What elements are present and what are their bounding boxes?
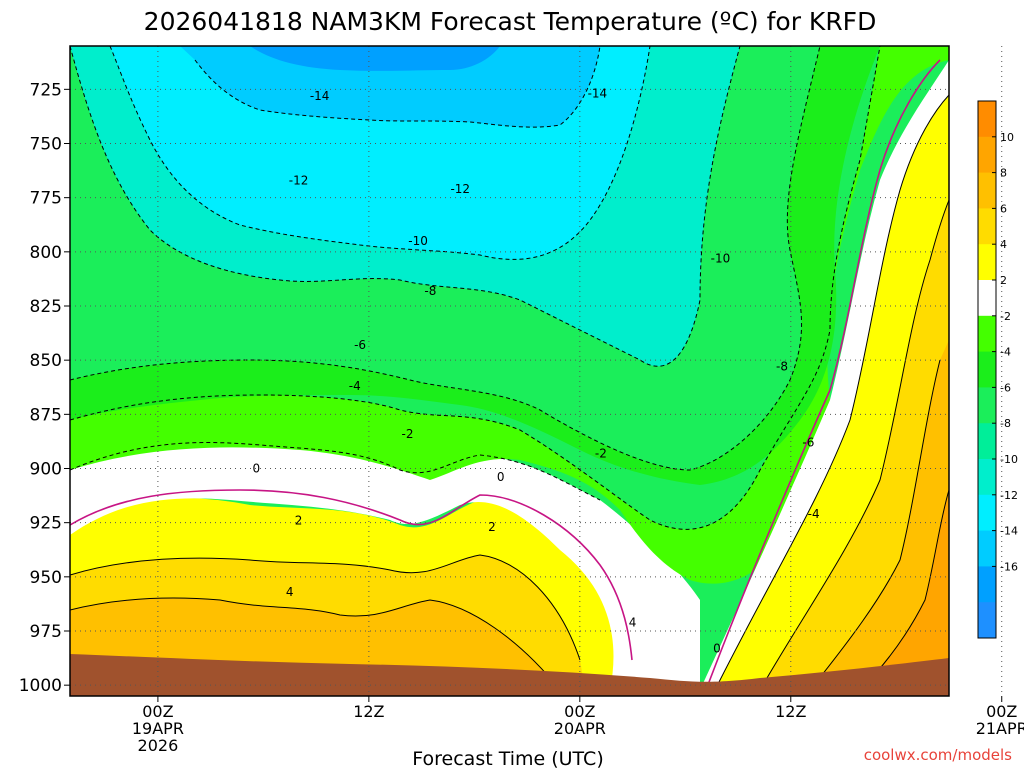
- contour-label: 0: [713, 641, 721, 655]
- x-tick-label: 12Z: [353, 702, 384, 721]
- y-tick-label: 1000: [19, 676, 62, 696]
- x-tick-label: 21APR: [976, 719, 1024, 738]
- y-tick-label: 925: [30, 514, 62, 534]
- contour-label: -12: [289, 173, 309, 187]
- contour-label: 4: [286, 585, 294, 599]
- y-tick-label: 825: [30, 297, 62, 317]
- contour-label: -2: [595, 446, 607, 460]
- y-tick-label: 975: [30, 622, 62, 642]
- contour-label: -8: [776, 360, 788, 374]
- colorbar-label: 8: [1000, 167, 1007, 180]
- colorbar-swatch: [978, 172, 996, 209]
- x-tick-label: 19APR: [132, 719, 184, 738]
- x-axis-label: Forecast Time (UTC): [412, 748, 603, 768]
- colorbar-swatch: [978, 387, 996, 424]
- y-tick-label: 950: [30, 568, 62, 588]
- x-tick-label: 00Z: [986, 702, 1017, 721]
- band-minus14: [180, 46, 600, 128]
- band-near-zero: [70, 442, 700, 690]
- colorbar-swatch: [978, 459, 996, 496]
- colorbar-label: 6: [1000, 202, 1007, 215]
- contour-label: -2: [402, 427, 414, 441]
- colorbar-swatch: [978, 566, 996, 603]
- contour-zero-right: [705, 59, 941, 691]
- colorbar-label: -10: [1000, 453, 1018, 466]
- colorbar-swatch: [978, 530, 996, 567]
- colorbar-label: -12: [1000, 489, 1018, 502]
- chart-title: 2026041818 NAM3KM Forecast Temperature (…: [144, 7, 877, 36]
- band-minus16: [250, 46, 500, 71]
- colorbar-swatch: [978, 494, 996, 532]
- plot-area: [70, 46, 949, 696]
- colorbar-swatch: [978, 315, 996, 353]
- contour-labels: -14 -14 -12 -12 -10 -10 -8 -8 -6 -6 -4 -4 -2 -2 0 0 0 2 2 4…: [253, 87, 820, 656]
- colorbar-swatch: [978, 244, 996, 281]
- contour-label: -10: [711, 251, 731, 265]
- contour-label: -8: [424, 284, 436, 298]
- band-warm-right-8: [860, 490, 949, 690]
- contour-solid-warm: [70, 94, 949, 691]
- contour-dashed-cold: [70, 46, 881, 530]
- y-axis: 725 750 775 800 825 850 875 900 925 950 975 1000: [19, 80, 70, 696]
- colorbar-swatch: [978, 602, 996, 639]
- contour-label: -4: [808, 507, 820, 521]
- credit-link[interactable]: coolwx.com/models: [864, 746, 1012, 764]
- colorbar-swatch: [978, 101, 996, 138]
- contour-label: 2: [295, 514, 303, 528]
- y-tick-label: 750: [30, 135, 62, 155]
- contour-label: 0: [253, 462, 261, 476]
- contour-label: -4: [349, 379, 361, 393]
- grid-lines: [70, 46, 1003, 696]
- y-tick-label: 775: [30, 189, 62, 209]
- band-warm-right-6: [810, 340, 949, 690]
- colorbar-swatch: [978, 280, 996, 317]
- ground-terrain: [70, 654, 949, 696]
- colorbar-swatch: [978, 351, 996, 388]
- y-tick-label: 800: [30, 243, 62, 263]
- contour-label: -12: [450, 182, 470, 196]
- x-tick-label: 20APR: [554, 719, 606, 738]
- y-tick-label: 900: [30, 460, 62, 480]
- y-tick-label: 725: [30, 80, 62, 100]
- y-tick-label: 850: [30, 351, 62, 371]
- colorbar-label: -4: [1000, 346, 1011, 359]
- x-tick-label: 12Z: [775, 702, 806, 721]
- colorbar-label: 4: [1000, 238, 1007, 251]
- contour-label: 2: [488, 520, 496, 534]
- contour-zero-left: [70, 489, 633, 661]
- contour-label: -14: [588, 87, 608, 101]
- y-tick-label: 875: [30, 405, 62, 425]
- colorbar-label: -16: [1000, 560, 1018, 573]
- contour-label: -6: [802, 436, 814, 450]
- colorbar-label: -6: [1000, 381, 1011, 394]
- colorbar-border: [977, 100, 997, 639]
- colorbar: 10 8 6 4 2 -2 -4 -6 -8 -10 -12 -14 -16: [977, 100, 1018, 639]
- colorbar-label: 2: [1000, 274, 1007, 287]
- colorbar-swatch: [978, 136, 996, 174]
- colorbar-label: -14: [1000, 525, 1018, 538]
- contour-label: -14: [310, 89, 330, 103]
- contour-label: -10: [408, 234, 428, 248]
- contour-label: 0: [497, 470, 505, 484]
- colorbar-swatch: [978, 208, 996, 245]
- contour-label: 4: [629, 615, 637, 629]
- x-tick-label: 2026: [138, 736, 179, 755]
- colorbar-label: -8: [1000, 417, 1011, 430]
- colorbar-swatch: [978, 423, 996, 460]
- x-tick-label: 00Z: [564, 702, 595, 721]
- band-minus4: [70, 46, 949, 584]
- plot-border: [69, 45, 950, 697]
- colorbar-label: -2: [1000, 310, 1011, 323]
- contour-label: -6: [354, 338, 366, 352]
- colorbar-label: 10: [1000, 131, 1014, 144]
- band-minus6: [70, 46, 880, 485]
- x-tick-label: 00Z: [142, 702, 173, 721]
